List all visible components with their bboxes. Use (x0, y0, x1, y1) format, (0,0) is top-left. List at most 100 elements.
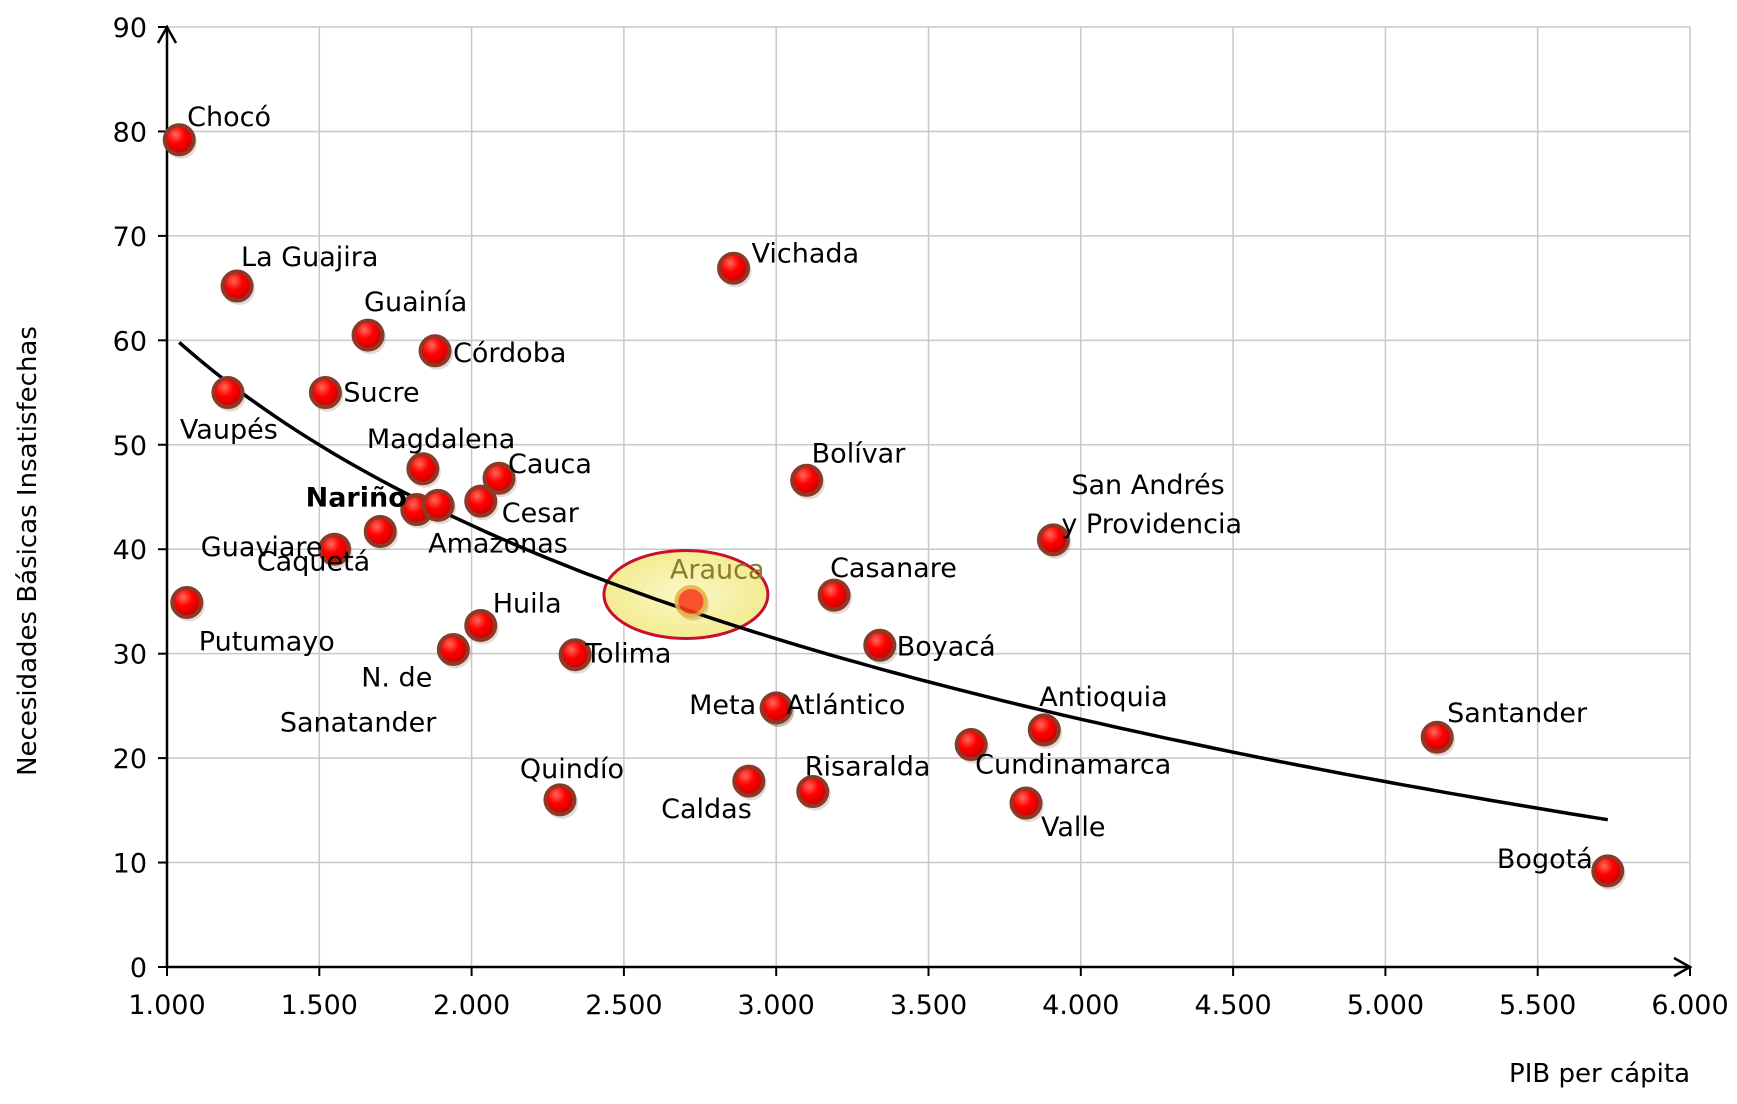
point-label: Atlántico (786, 690, 905, 721)
point-label: Vichada (752, 238, 860, 269)
point-marker (1591, 854, 1625, 888)
point-label: Amazonas (428, 528, 568, 559)
x-tick-label: 4.000 (1042, 990, 1119, 1021)
point-label: Vaupés (180, 415, 278, 446)
point-label: Córdoba (453, 338, 566, 369)
y-tick-label: 90 (113, 13, 147, 44)
y-tick-label: 60 (113, 326, 147, 357)
point-marker (482, 461, 516, 495)
point-label: La Guajira (241, 242, 378, 273)
point-label: y Providencia (1061, 509, 1242, 540)
point-label: Tolima (584, 639, 671, 670)
point-marker (543, 783, 577, 817)
data-point (464, 608, 499, 645)
point-label: N. de (361, 662, 432, 693)
point-marker (421, 488, 455, 522)
data-point (543, 783, 578, 819)
y-tick-label: 50 (113, 431, 147, 462)
y-tick-label: 10 (113, 849, 147, 880)
data-point (421, 488, 457, 525)
point-label: Sucre (343, 378, 419, 409)
point-label: Valle (1041, 812, 1106, 843)
grid (167, 26, 1691, 967)
data-point (464, 484, 499, 521)
axes: 1.000 1.500 2.000 2.500 3.000 3.500 4.000 4.500… (113, 13, 1729, 1021)
point-label: Bogotá (1497, 844, 1593, 875)
x-tick-label: 1.500 (281, 990, 358, 1021)
point-label: Guaviare (201, 532, 323, 563)
data-point (351, 318, 387, 355)
data-point (211, 376, 246, 412)
y-tick-label: 20 (113, 744, 147, 775)
y-tick-label: 70 (113, 222, 147, 253)
point-label: Sanatander (280, 707, 437, 738)
point-label: Casanare (830, 553, 957, 584)
point-marker (220, 269, 254, 303)
y-tick-label: 0 (130, 953, 147, 984)
point-marker (863, 628, 897, 662)
point-marker (759, 691, 793, 725)
data-point (406, 452, 441, 488)
point-marker (796, 775, 830, 809)
point-marker (817, 578, 851, 612)
point-marker (211, 376, 245, 410)
point-marker (308, 376, 342, 410)
point-marker (732, 764, 766, 798)
data-point (717, 251, 752, 288)
x-tick-label: 3.500 (890, 990, 967, 1021)
x-tick-label: 5.500 (1499, 990, 1576, 1021)
point-label: Magdalena (367, 424, 515, 455)
point-marker (170, 585, 204, 619)
point-marker (351, 318, 385, 352)
point-marker (1027, 713, 1061, 747)
x-tick-label: 2.500 (585, 990, 662, 1021)
data-point (674, 584, 709, 621)
x-tick-label: 1.000 (128, 990, 205, 1021)
data-point (790, 463, 825, 500)
point-label: Cauca (508, 449, 592, 480)
data-points (162, 123, 1626, 890)
data-point (1009, 786, 1044, 823)
data-point (436, 632, 472, 669)
data-point (308, 376, 344, 412)
data-point (418, 334, 454, 370)
data-point (170, 585, 205, 622)
point-marker (363, 514, 397, 548)
point-marker (717, 251, 751, 285)
y-tick-label: 30 (113, 640, 147, 671)
y-axis-title: Necesidades Básicas Insatisfechas (13, 326, 43, 776)
data-point (1027, 713, 1063, 749)
point-marker (1036, 523, 1070, 557)
data-point (863, 628, 898, 665)
point-label: Guainía (364, 287, 467, 318)
point-marker (418, 334, 452, 368)
point-marker (406, 452, 440, 486)
point-label: Antioquia (1039, 682, 1168, 713)
point-marker (558, 638, 592, 672)
x-tick-label: 6.000 (1651, 990, 1728, 1021)
x-tick-label: 3.000 (738, 990, 815, 1021)
point-label: Cesar (502, 498, 580, 529)
data-point (363, 514, 399, 551)
point-marker (1009, 786, 1043, 820)
data-point (796, 775, 831, 811)
point-label: Putumayo (199, 626, 335, 657)
data-point (318, 532, 353, 569)
point-label: Cundinamarca (975, 750, 1171, 781)
point-marker (436, 632, 470, 666)
point-label: Nariño (306, 483, 407, 514)
x-tick-label: 2.000 (433, 990, 510, 1021)
point-marker (464, 608, 498, 642)
x-tick-label: 5.000 (1347, 990, 1424, 1021)
data-point (954, 728, 990, 764)
point-label: Boyacá (897, 631, 996, 662)
point-labels: Chocó La Guajira Vaupés Putumayo Guaviare Gua… (180, 102, 1593, 875)
data-point (1036, 523, 1072, 559)
data-point (759, 691, 795, 727)
y-tick-label: 80 (113, 117, 147, 148)
point-marker (674, 584, 708, 618)
point-label: Meta (689, 690, 756, 721)
data-point (817, 578, 853, 615)
